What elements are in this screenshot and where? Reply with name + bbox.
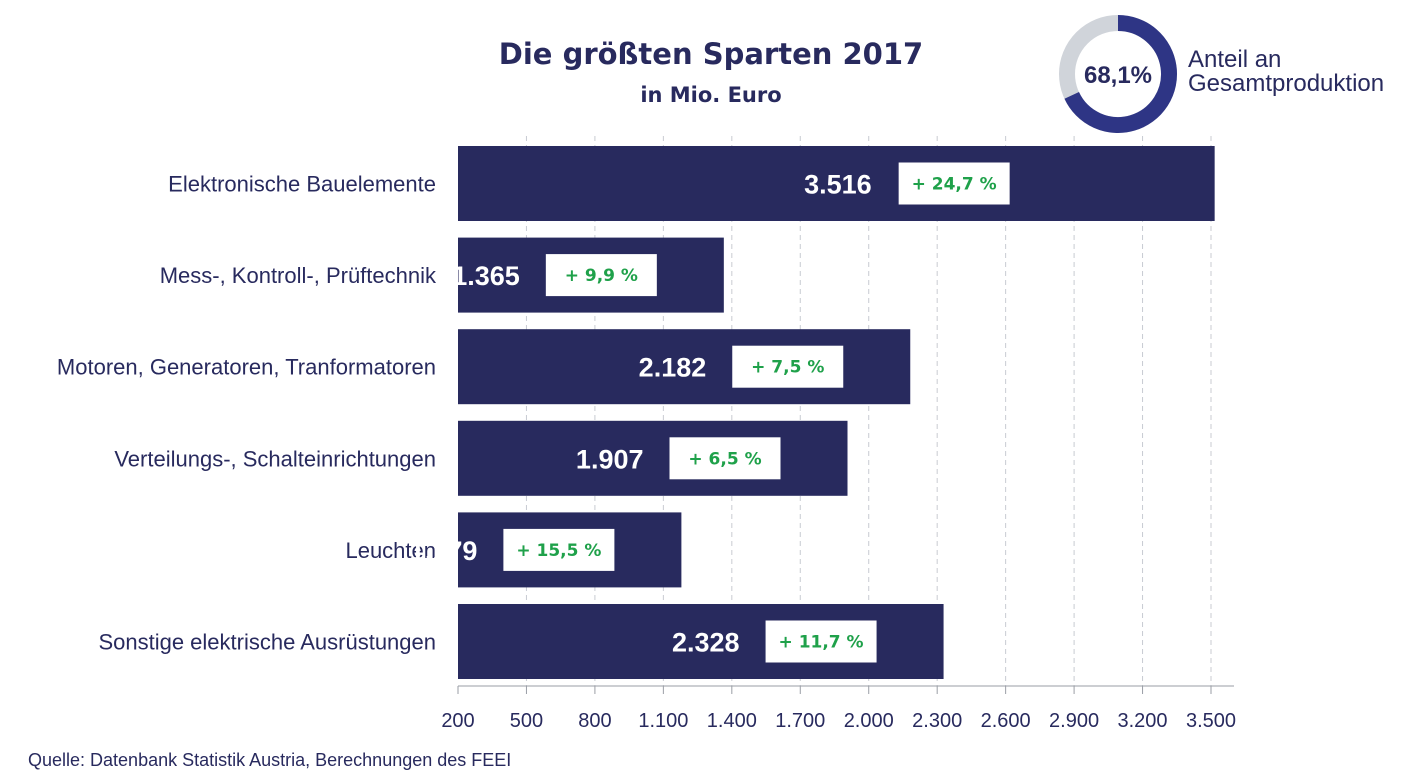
change-label: + 24,7 % [912, 175, 997, 195]
x-tick-label: 2.900 [1049, 710, 1099, 732]
value-label: 2.328 [672, 628, 740, 658]
change-label: + 11,7 % [779, 633, 864, 653]
change-label: + 9,9 % [565, 266, 638, 286]
chart-title: Die größten Sparten 2017 [499, 37, 923, 71]
chart-subtitle: in Mio. Euro [640, 83, 781, 107]
x-axis: 200 500 800 1.100 1.400 1.700 2.000 2.300 2.600 2… [441, 685, 1236, 732]
x-tick-label: 1.700 [775, 710, 825, 732]
share-label-line1: Anteil an [1188, 46, 1281, 73]
share-label-line2: Gesamtproduktion [1188, 70, 1384, 97]
x-tick-label: 200 [441, 710, 474, 732]
bars: Elektronische Bauelemente + 24,7 % 3.516 Me… [57, 146, 1215, 679]
category-label: Mess-, Kontroll-, Prüftechnik [160, 263, 437, 288]
grid-lines [525, 136, 1212, 686]
x-tick-label: 1.400 [707, 710, 757, 732]
value-label: 1.907 [576, 444, 644, 474]
share-value: 68,1% [1084, 62, 1152, 89]
change-box [503, 528, 615, 571]
x-tick-label: 1.100 [638, 710, 688, 732]
category-label: Elektronische Bauelemente [168, 172, 436, 197]
value-label: 3.516 [804, 170, 872, 200]
category-label: Sonstige elektrische Ausrüstungen [98, 630, 436, 655]
x-tick-label: 3.200 [1118, 710, 1168, 732]
change-box [765, 620, 877, 663]
share-donut-arc [1064, 15, 1177, 133]
category-label: Verteilungs-, Schalteinrichtungen [114, 446, 436, 471]
change-box [732, 345, 844, 388]
value-label: 1.179 [410, 536, 478, 566]
change-label: + 15,5 % [516, 541, 601, 561]
x-tick-label: 3.500 [1186, 710, 1236, 732]
share-donut: 68,1% Anteil an Gesamtproduktion [1059, 15, 1384, 133]
x-tick-label: 2.300 [912, 710, 962, 732]
x-tick-label: 800 [578, 710, 611, 732]
change-box [669, 437, 781, 480]
category-label: Motoren, Generatoren, Tranformatoren [57, 355, 436, 380]
source-note: Quelle: Datenbank Statistik Austria, Ber… [28, 750, 511, 770]
x-tick-label: 2.600 [981, 710, 1031, 732]
change-label: + 7,5 % [751, 358, 824, 378]
value-label: 2.182 [639, 353, 707, 383]
x-tick-label: 500 [510, 710, 543, 732]
bar [458, 146, 1215, 221]
change-label: + 6,5 % [688, 449, 761, 469]
change-box [545, 254, 657, 297]
category-label: Leuchten [345, 538, 436, 563]
x-tick-label: 2.000 [844, 710, 894, 732]
bar [458, 420, 848, 496]
value-label: 1.365 [452, 261, 520, 291]
change-box [898, 162, 1010, 205]
